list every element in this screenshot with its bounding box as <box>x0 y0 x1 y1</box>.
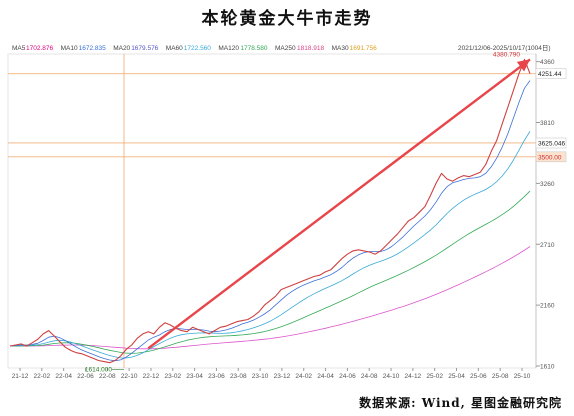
y-tick-label: 3260 <box>540 181 555 188</box>
x-tick-label: 25-02 <box>426 373 443 380</box>
series-line-1 <box>9 80 531 362</box>
series-line-2 <box>9 131 531 359</box>
x-tick-label: 22-08 <box>99 373 116 380</box>
ma-name-ma60: MA60 <box>166 45 183 52</box>
price-label-box <box>535 137 567 149</box>
price-label: 3625.046 <box>538 140 565 147</box>
x-tick-label: 23-08 <box>230 373 247 380</box>
ma-name-ma20: MA20 <box>113 45 130 52</box>
x-tick-label: 24-02 <box>295 373 312 380</box>
x-tick-label: 24-12 <box>405 373 422 380</box>
x-tick-label: 22-06 <box>77 373 94 380</box>
ma-value-ma60: 1722.560 <box>184 45 211 52</box>
date-range: 2021/12/06-2025/10/17(1004日) <box>458 44 551 52</box>
x-tick-label: 24-04 <box>317 373 334 380</box>
x-tick-label: 23-04 <box>186 373 203 380</box>
price-label-box <box>535 151 567 163</box>
x-tick-label: 21-12 <box>12 373 29 380</box>
ma-value-ma20: 1679.576 <box>131 45 158 52</box>
series-line-3 <box>10 190 531 354</box>
y-tick-label: 2160 <box>540 303 555 310</box>
x-tick-label: 23-02 <box>164 373 181 380</box>
x-tick-label: 24-10 <box>383 373 400 380</box>
ma-name-ma5: MA5 <box>12 45 26 52</box>
y-tick-label: 1610 <box>540 364 555 371</box>
price-label-box <box>535 68 567 79</box>
x-tick-label: 23-10 <box>252 373 269 380</box>
x-tick-label: 24-08 <box>361 373 378 380</box>
x-tick-label: 22-02 <box>34 373 51 380</box>
ma-name-ma10: MA10 <box>61 45 78 52</box>
data-source: 数据来源: Wind, 星图金融研究院 <box>359 396 562 410</box>
x-tick-label: 22-04 <box>55 373 72 380</box>
x-tick-label: 25-10 <box>514 373 531 380</box>
x-tick-label: 24-06 <box>339 373 356 380</box>
x-tick-label: 25-06 <box>470 373 487 380</box>
trend-arrow <box>147 58 531 350</box>
ma-value-ma5: 1702.876 <box>26 45 53 52</box>
y-tick-label: 3810 <box>540 120 555 127</box>
ma-value-ma30: 1691.756 <box>350 45 377 52</box>
x-tick-label: 25-08 <box>492 373 509 380</box>
trend-arrow-head <box>516 59 530 72</box>
ma-name-ma30: MA30 <box>332 45 349 52</box>
low-price-label: 1614.000 <box>85 367 112 374</box>
series-line-4 <box>10 246 531 350</box>
peak-price-label: 4380.790 <box>493 51 520 58</box>
chart-title: 本轮黄金大牛市走势 <box>201 9 373 29</box>
ma-value-ma250: 1818.918 <box>297 45 324 52</box>
price-label: 3500.00 <box>538 154 562 161</box>
y-tick-label: 2710 <box>540 242 555 249</box>
y-tick-label: 4360 <box>540 59 555 66</box>
x-tick-label: 25-04 <box>448 373 465 380</box>
ma-value-ma10: 1672.835 <box>79 45 106 52</box>
series-line-0 <box>9 58 531 364</box>
x-tick-label: 23-06 <box>208 373 225 380</box>
ma-value-ma120: 1778.580 <box>240 45 267 52</box>
x-tick-label: 23-12 <box>274 373 291 380</box>
ma-name-ma250: MA250 <box>275 45 296 52</box>
plot-area <box>7 53 537 369</box>
price-label: 4251.44 <box>538 71 562 78</box>
x-tick-label: 22-12 <box>143 373 160 380</box>
x-tick-label: 22-10 <box>121 373 138 380</box>
ma-name-ma120: MA120 <box>218 45 239 52</box>
